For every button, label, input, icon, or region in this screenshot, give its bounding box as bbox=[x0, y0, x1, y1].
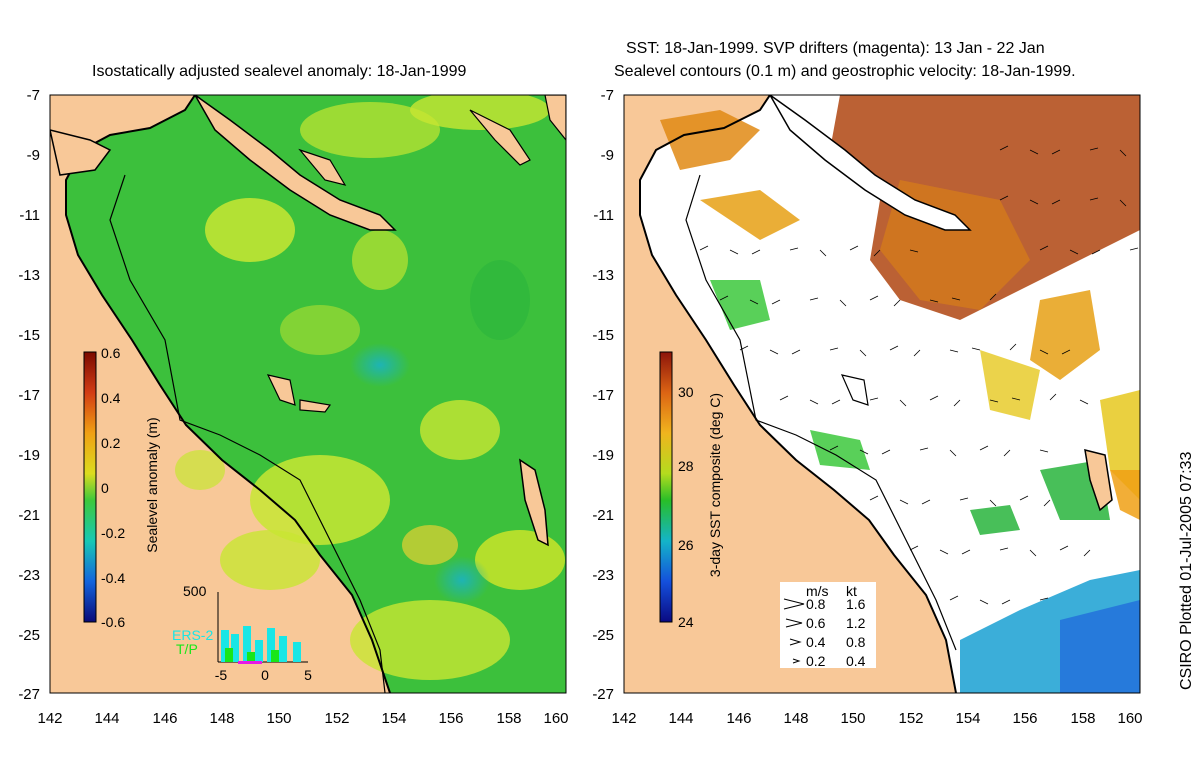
plot-credit: CSIRO Plotted 01-Jul-2005 07:33 bbox=[1178, 451, 1195, 690]
y-tick: -13 bbox=[18, 267, 40, 284]
vel-row-ms: 0.6 bbox=[806, 615, 826, 631]
y-tick: -27 bbox=[592, 686, 614, 703]
cb-tick: 0.4 bbox=[101, 390, 121, 406]
track-histogram: 500 ERS-2 T/P -5 0 5 bbox=[172, 583, 312, 683]
x-tick: 144 bbox=[94, 710, 119, 727]
x-tick: 150 bbox=[266, 710, 291, 727]
left-y-axis: -7 -9 -11 -13 -15 -17 -19 -21 -23 -25 -2… bbox=[18, 87, 40, 703]
y-tick: -19 bbox=[592, 447, 614, 464]
x-tick: 142 bbox=[37, 710, 62, 727]
x-tick: 160 bbox=[1117, 710, 1142, 727]
left-x-axis: 142 144 146 148 150 152 154 156 158 160 bbox=[37, 710, 568, 727]
y-tick: -21 bbox=[592, 507, 614, 524]
y-tick: -11 bbox=[19, 207, 40, 224]
hist-xtick: 5 bbox=[304, 667, 312, 683]
hist-ymax-label: 500 bbox=[183, 583, 207, 599]
x-tick: 146 bbox=[152, 710, 177, 727]
cb-tick: 24 bbox=[678, 614, 694, 630]
sst-colorbar-ticks: 30 28 26 24 bbox=[678, 384, 694, 630]
vel-row-ms: 0.2 bbox=[806, 653, 826, 669]
x-tick: 156 bbox=[438, 710, 463, 727]
y-tick: -19 bbox=[18, 447, 40, 464]
vel-row-kt: 1.2 bbox=[846, 615, 866, 631]
cb-tick: -0.2 bbox=[101, 525, 125, 541]
cb-tick: 0.2 bbox=[101, 435, 121, 451]
cb-tick: 0 bbox=[101, 480, 109, 496]
cb-tick: 28 bbox=[678, 458, 694, 474]
sst-colorbar bbox=[659, 351, 673, 623]
y-tick: -21 bbox=[18, 507, 40, 524]
y-tick: -15 bbox=[592, 327, 614, 344]
x-tick: 148 bbox=[783, 710, 808, 727]
y-tick: -13 bbox=[592, 267, 614, 284]
x-tick: 160 bbox=[543, 710, 568, 727]
velocity-arrows bbox=[699, 145, 1139, 605]
y-tick: -7 bbox=[27, 87, 40, 104]
x-tick: 158 bbox=[1070, 710, 1095, 727]
right-x-axis: 142 144 146 148 150 152 154 156 158 160 bbox=[611, 710, 1142, 727]
cb-tick: 0.6 bbox=[101, 345, 121, 361]
vel-row-ms: 0.8 bbox=[806, 596, 826, 612]
x-tick: 156 bbox=[1012, 710, 1037, 727]
y-tick: -23 bbox=[592, 567, 614, 584]
vel-header-ms: m/s bbox=[806, 583, 829, 599]
y-tick: -9 bbox=[27, 147, 40, 164]
hist-xtick: -5 bbox=[215, 667, 228, 683]
cb-tick: 30 bbox=[678, 384, 694, 400]
vel-row-ms: 0.4 bbox=[806, 634, 826, 650]
right-panel-title-line2: Sealevel contours (0.1 m) and geostrophi… bbox=[614, 63, 1076, 80]
left-map-field bbox=[50, 95, 566, 693]
y-tick: -9 bbox=[601, 147, 614, 164]
y-tick: -17 bbox=[18, 387, 40, 404]
cb-tick: -0.4 bbox=[101, 570, 125, 586]
y-tick: -25 bbox=[18, 627, 40, 644]
x-tick: 152 bbox=[898, 710, 923, 727]
sla-colorbar-ticks: 0.6 0.4 0.2 0 -0.2 -0.4 -0.6 bbox=[101, 345, 125, 630]
sst-colorbar-label: 3-day SST composite (deg C) bbox=[707, 393, 723, 577]
x-tick: 152 bbox=[324, 710, 349, 727]
hist-xtick: 0 bbox=[261, 667, 269, 683]
vel-row-kt: 1.6 bbox=[846, 596, 866, 612]
y-tick: -7 bbox=[601, 87, 614, 104]
cb-tick: 26 bbox=[678, 537, 694, 553]
x-tick: 144 bbox=[668, 710, 693, 727]
right-map-field bbox=[624, 95, 1140, 693]
vel-row-kt: 0.4 bbox=[846, 653, 866, 669]
y-tick: -11 bbox=[593, 207, 614, 224]
vel-row-kt: 0.8 bbox=[846, 634, 866, 650]
y-tick: -23 bbox=[18, 567, 40, 584]
vel-header-kt: kt bbox=[846, 583, 857, 599]
x-tick: 142 bbox=[611, 710, 636, 727]
hist-legend-tp: T/P bbox=[176, 641, 198, 657]
sla-colorbar bbox=[83, 351, 97, 623]
cb-tick: -0.6 bbox=[101, 614, 125, 630]
y-tick: -15 bbox=[18, 327, 40, 344]
sla-colorbar-label: Sealevel anomaly (m) bbox=[144, 417, 160, 552]
x-tick: 146 bbox=[726, 710, 751, 727]
x-tick: 154 bbox=[381, 710, 406, 727]
hist-legend-ers2: ERS-2 bbox=[172, 627, 213, 643]
x-tick: 154 bbox=[955, 710, 980, 727]
y-tick: -17 bbox=[592, 387, 614, 404]
x-tick: 148 bbox=[209, 710, 234, 727]
right-panel-title-line1: SST: 18-Jan-1999. SVP drifters (magenta)… bbox=[626, 40, 1045, 57]
x-tick: 158 bbox=[496, 710, 521, 727]
x-tick: 150 bbox=[840, 710, 865, 727]
left-panel-title: Isostatically adjusted sealevel anomaly:… bbox=[92, 63, 467, 80]
y-tick: -27 bbox=[18, 686, 40, 703]
y-tick: -25 bbox=[592, 627, 614, 644]
velocity-legend: m/s kt 0.8 1.6 0.6 1.2 0.4 0.8 0.2 0.4 bbox=[780, 582, 876, 669]
right-y-axis: -7 -9 -11 -13 -15 -17 -19 -21 -23 -25 -2… bbox=[592, 87, 614, 703]
